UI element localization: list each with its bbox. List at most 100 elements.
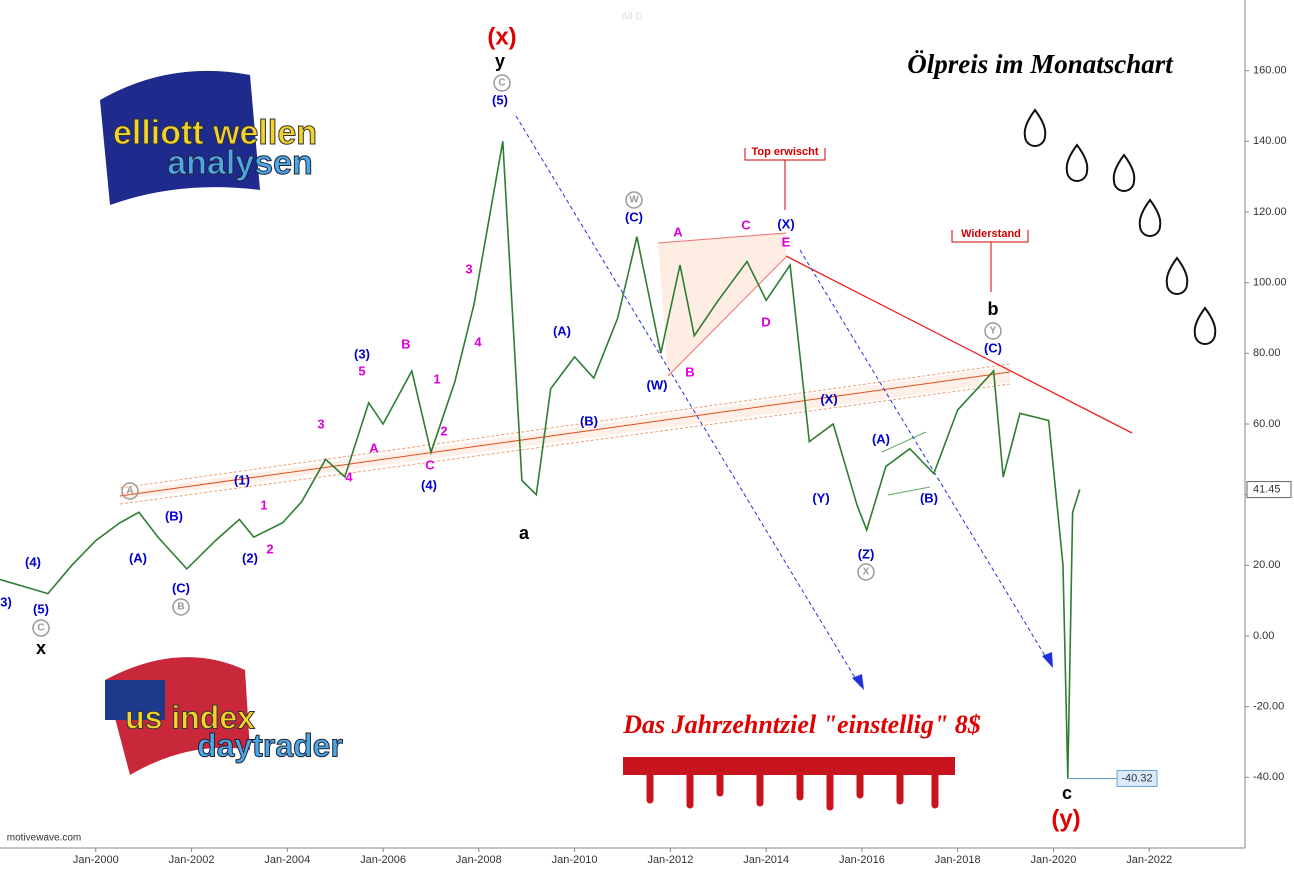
wave-label: (4)	[25, 554, 41, 569]
wave-label: (C)	[172, 580, 190, 595]
wave-label: (A)	[872, 431, 890, 446]
wave-label: B	[685, 364, 694, 379]
wave-label: C	[425, 457, 435, 472]
wave-label: (B)	[920, 490, 938, 505]
wave-label: Top erwischt	[751, 146, 818, 158]
wave-label: A	[369, 440, 379, 455]
channel-line	[119, 371, 1011, 497]
wave-label: 2	[440, 423, 447, 438]
wave-label: (C)	[984, 340, 1002, 355]
price-box	[1246, 481, 1292, 499]
wave-circle	[32, 619, 50, 637]
wave-label: (4)	[421, 477, 437, 492]
x-tick-label: Jan-2012	[647, 854, 693, 866]
callout-bracket	[744, 148, 826, 210]
logo-text: elliott wellen	[113, 114, 317, 152]
wave-label: (5)	[492, 92, 508, 107]
wave-label: C	[498, 78, 505, 89]
wave-label: (Z)	[858, 546, 875, 561]
y-tick-label: 100.00	[1253, 277, 1287, 289]
wave-label: 1	[260, 497, 267, 512]
wave-label: (1)	[234, 472, 250, 487]
wave-label: (5)	[33, 601, 49, 616]
wave-label: (A)	[553, 323, 571, 338]
price-line	[0, 141, 1081, 779]
wave-label: X	[863, 567, 870, 578]
wave-label: 1	[433, 371, 440, 386]
y-tick-label: 60.00	[1253, 418, 1281, 430]
x-tick-label: Jan-2022	[1126, 854, 1172, 866]
x-tick-label: Jan-2002	[169, 854, 215, 866]
wave-label: A	[126, 486, 133, 497]
wave-label: C	[37, 623, 44, 634]
arrow-head	[1042, 652, 1053, 668]
triangle-line	[657, 232, 787, 244]
logo-text: analysen	[167, 144, 313, 182]
logo-text: us index	[125, 699, 255, 735]
wave-label: (A)	[129, 550, 147, 565]
oil-drops	[1023, 108, 1217, 345]
wave-label: 3)	[0, 594, 12, 609]
wave-label: (W)	[647, 377, 668, 392]
x-tick-label: Jan-2014	[743, 854, 789, 866]
chart-title: Ölpreis im Monatschart	[907, 49, 1174, 79]
wave-label: (C)	[625, 209, 643, 224]
wave-circle	[121, 482, 139, 500]
x-tick-label: Jan-2004	[264, 854, 310, 866]
wave-circle	[172, 598, 190, 616]
wave-label: Y	[990, 326, 997, 337]
wave-label: b	[988, 299, 999, 319]
wedge-line	[881, 431, 927, 453]
y-tick-label: -40.00	[1253, 771, 1284, 783]
wave-label: C	[741, 217, 751, 232]
dashed-arrow	[515, 115, 861, 687]
x-tick-label: Jan-2010	[552, 854, 598, 866]
y-tick-label: 80.00	[1253, 347, 1281, 359]
wave-label: a	[519, 523, 530, 543]
x-tick-label: Jan-2016	[839, 854, 885, 866]
wave-label: B	[177, 602, 184, 613]
y-tick-label: 160.00	[1253, 65, 1287, 77]
watermark: motivewave.com	[7, 833, 81, 844]
wave-circle	[625, 191, 643, 209]
price-label: 41.45	[1253, 483, 1281, 495]
wave-label: 2	[266, 541, 273, 556]
wave-label: Widerstand	[961, 228, 1021, 240]
wave-label: (y)	[1051, 805, 1080, 832]
arrow-head	[852, 674, 864, 690]
logo-text: daytrader	[197, 727, 343, 763]
wedge-line	[887, 486, 931, 496]
resistance-line	[785, 255, 1133, 434]
dashed-arrow	[799, 249, 1051, 665]
wave-label: 3	[465, 261, 472, 276]
wave-label: W	[629, 195, 639, 206]
wave-label: (x)	[487, 23, 516, 50]
channel-band	[120, 366, 1010, 500]
wave-label: (X)	[820, 391, 837, 406]
y-tick-label: 120.00	[1253, 206, 1287, 218]
wave-label: (B)	[580, 413, 598, 428]
wave-label: 4	[345, 469, 353, 484]
wave-label: 5	[358, 363, 365, 378]
wave-label: y	[495, 51, 505, 71]
y-tick-label: 0.00	[1253, 630, 1274, 642]
wave-label: (Y)	[812, 490, 829, 505]
wave-label: 4	[474, 334, 482, 349]
y-tick-label: 140.00	[1253, 135, 1287, 147]
wave-label: c	[1062, 783, 1072, 803]
wave-label: D	[761, 314, 770, 329]
wave-circle	[984, 322, 1002, 340]
wave-label: (2)	[242, 550, 258, 565]
x-tick-label: Jan-2008	[456, 854, 502, 866]
wave-label: (B)	[165, 508, 183, 523]
faint-label: All D	[621, 12, 642, 23]
triangle-line	[667, 256, 787, 377]
x-tick-label: Jan-2020	[1031, 854, 1077, 866]
wave-label: 3	[317, 416, 324, 431]
low-label: -40.32	[1121, 772, 1152, 784]
wave-label: B	[401, 336, 410, 351]
drip-bar	[623, 757, 955, 811]
wave-label: (3)	[354, 346, 370, 361]
wave-label: E	[782, 234, 791, 249]
